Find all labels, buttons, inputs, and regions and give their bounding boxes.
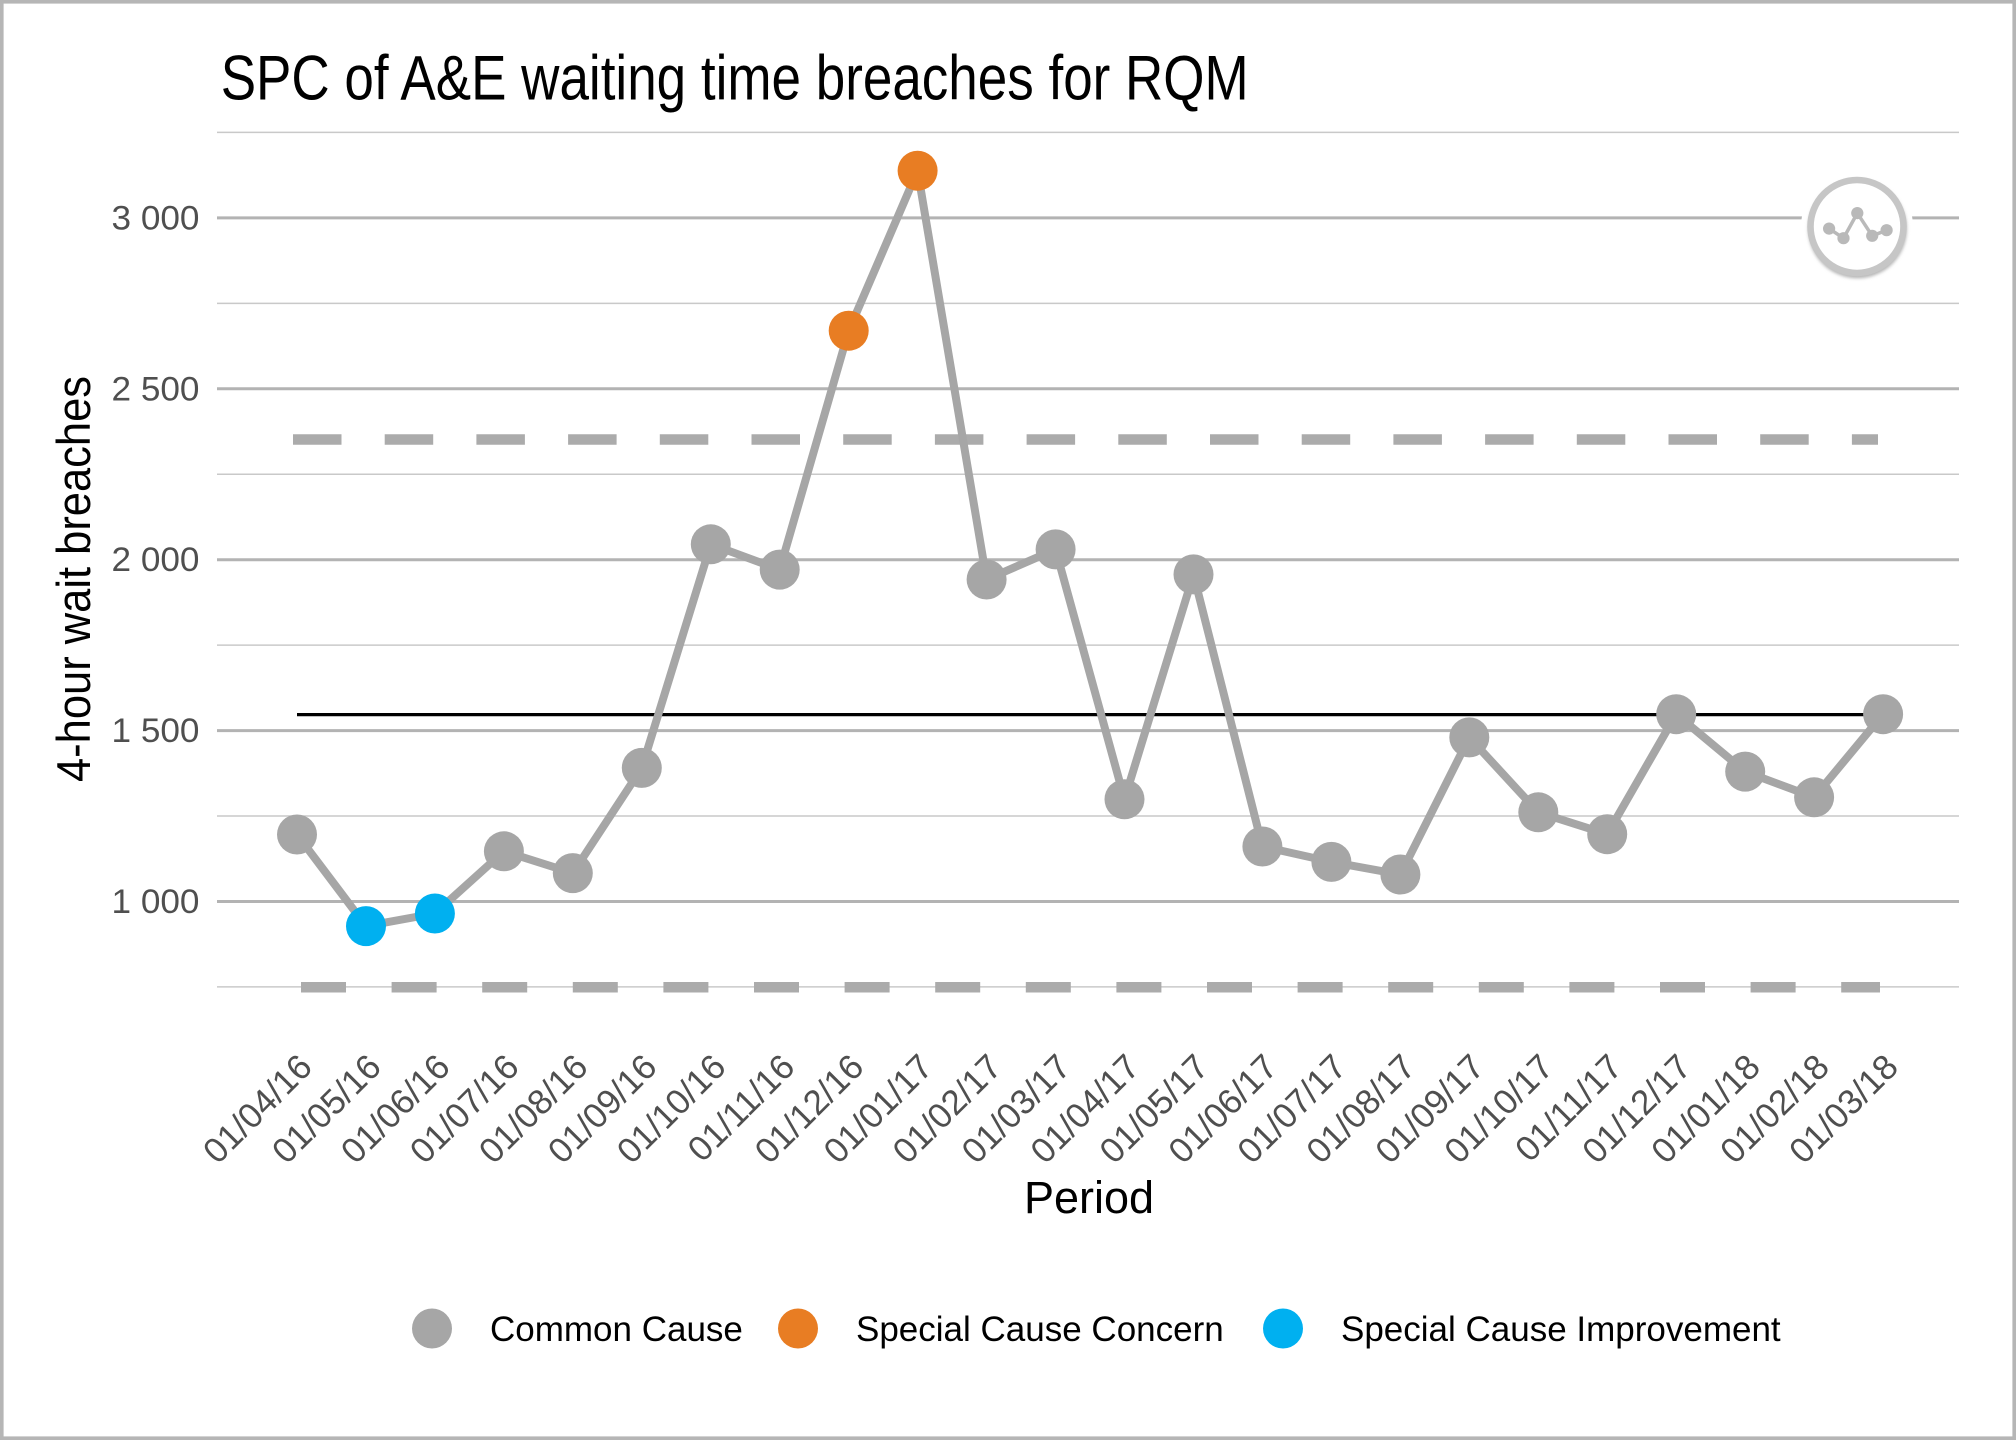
svg-text:Special Cause Concern: Special Cause Concern	[856, 1310, 1224, 1349]
svg-text:Period: Period	[1024, 1172, 1154, 1223]
svg-text:2 000: 2 000	[112, 541, 200, 579]
svg-text:Special Cause Improvement: Special Cause Improvement	[1341, 1310, 1781, 1349]
svg-text:2 500: 2 500	[112, 370, 200, 408]
svg-text:4-hour wait breaches: 4-hour wait breaches	[47, 376, 100, 782]
svg-text:Common Cause: Common Cause	[490, 1310, 743, 1349]
svg-text:1 000: 1 000	[112, 883, 200, 921]
svg-text:3 000: 3 000	[112, 199, 200, 237]
svg-text:SPC of A&E waiting time breach: SPC of A&E waiting time breaches for RQM	[221, 43, 1249, 113]
svg-text:1 500: 1 500	[112, 712, 200, 750]
